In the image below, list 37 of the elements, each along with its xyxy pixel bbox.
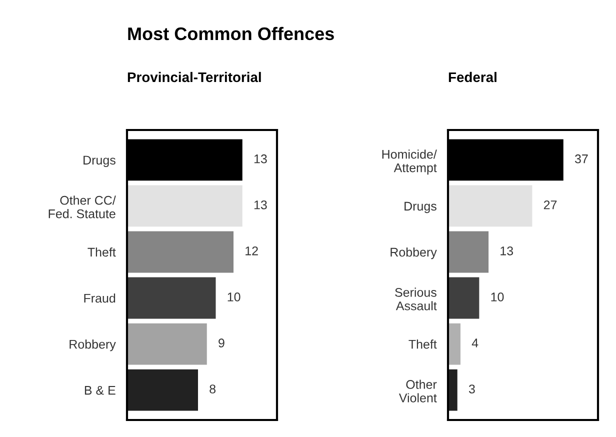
- chart-subtitle: Federal: [448, 72, 496, 82]
- y-tick-label: Fraud: [84, 293, 116, 303]
- data-label: 10: [228, 292, 240, 302]
- y-tick-label: Other CC/ Fed. Statute: [48, 196, 116, 218]
- y-tick-label: Drugs: [84, 156, 116, 168]
- bar: [448, 231, 489, 273]
- bar: [127, 369, 198, 411]
- data-label: 4: [472, 338, 478, 348]
- bar: [448, 277, 480, 319]
- data-label: 9: [218, 338, 224, 348]
- data-label: 13: [254, 200, 267, 210]
- bar: [448, 369, 458, 411]
- bar: [127, 185, 242, 227]
- y-tick-label: Robbery: [70, 340, 116, 352]
- data-label: 27: [544, 200, 557, 210]
- data-label: 13: [254, 154, 267, 164]
- bar: [448, 185, 532, 227]
- data-label: 8: [210, 384, 216, 394]
- y-tick-label: Other Violent: [398, 380, 437, 402]
- y-tick-label: Drugs: [404, 202, 436, 214]
- bar: [448, 323, 460, 365]
- data-label: 13: [500, 246, 514, 256]
- data-label: 12: [246, 246, 258, 256]
- chart-title: Most Common Offences: [128, 26, 334, 40]
- bar: [127, 323, 207, 365]
- data-label: 3: [468, 384, 475, 394]
- data-label: 37: [574, 154, 588, 164]
- y-tick-label: B & E: [84, 386, 116, 395]
- data-label: 10: [491, 292, 504, 302]
- y-tick-label: Robbery: [390, 247, 437, 260]
- bar: [127, 277, 216, 319]
- y-tick-label: Serious Assault: [395, 288, 437, 310]
- y-tick-label: Theft: [408, 340, 437, 349]
- y-tick-label: Homicide/ Attempt: [382, 150, 437, 175]
- bar: [127, 231, 234, 273]
- chart-subtitle: Provincial-Territorial: [128, 72, 261, 82]
- y-tick-label: Theft: [88, 247, 116, 257]
